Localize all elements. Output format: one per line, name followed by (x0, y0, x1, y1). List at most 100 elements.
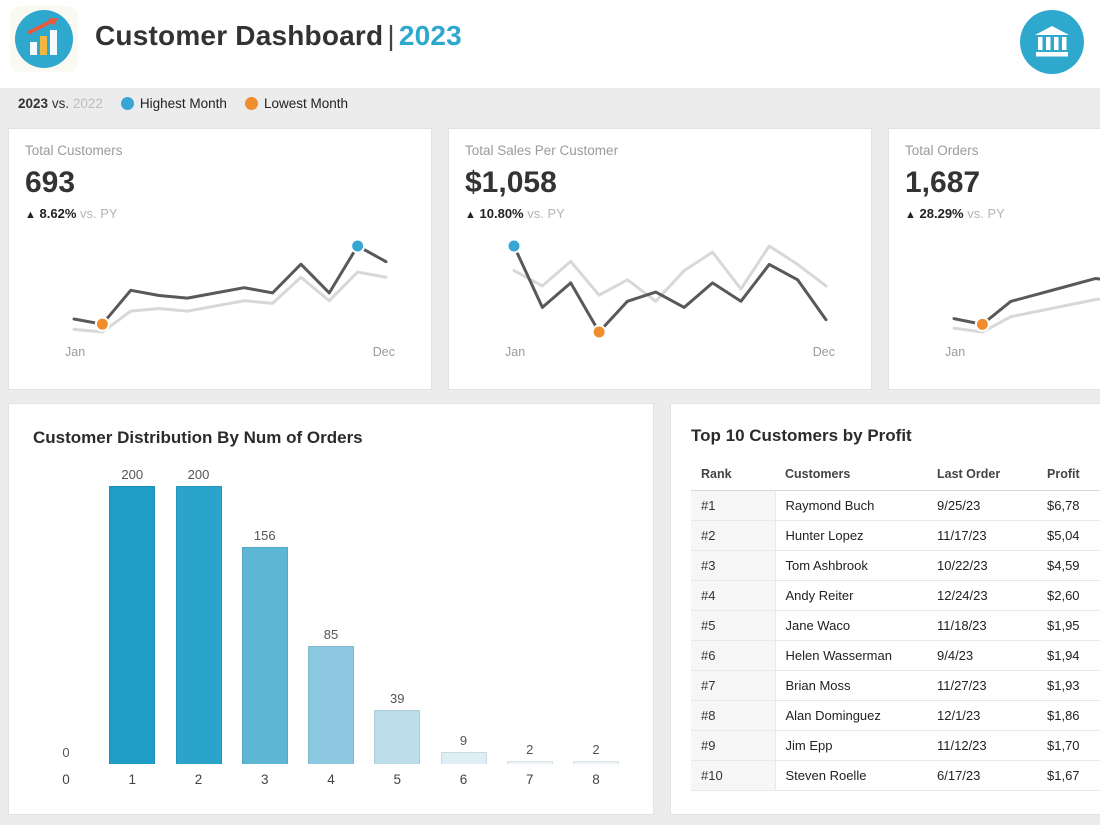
table-column-header[interactable]: Customers (775, 458, 927, 491)
table-cell-rank[interactable]: #3 (691, 550, 776, 581)
table-row[interactable]: #5 Jane Waco 11/18/23 $1,95 (691, 610, 1100, 641)
title-main: Customer Dashboard (95, 20, 384, 51)
bar[interactable] (573, 761, 619, 764)
table-row[interactable]: #2 Hunter Lopez 11/17/23 $5,04 (691, 520, 1100, 551)
table-cell-rank[interactable]: #9 (691, 730, 776, 761)
table-row[interactable]: #8 Alan Dominguez 12/1/23 $1,86 (691, 700, 1100, 731)
total-customers-sparkline[interactable] (65, 237, 395, 341)
table-cell-customer[interactable]: Helen Wasserman (775, 640, 927, 671)
table-cell-last-order[interactable]: 11/27/23 (927, 670, 1037, 701)
top-customers-table: Rank Customers Last Order Profit #1 Raymond … (691, 458, 1100, 791)
bar-x-label: 4 (327, 772, 335, 787)
bar[interactable] (506, 761, 553, 764)
table-cell-rank[interactable]: #10 (691, 760, 776, 791)
table-row[interactable]: #1 Raymond Buch 9/25/23 $6,78 (691, 490, 1100, 521)
bank-icon[interactable] (1020, 10, 1084, 74)
table-cell-profit[interactable]: $1,67 (1037, 760, 1100, 791)
table-cell-last-order[interactable]: 10/22/23 (927, 550, 1037, 581)
table-cell-rank[interactable]: #8 (691, 700, 776, 731)
table-cell-profit[interactable]: $1,94 (1037, 640, 1100, 671)
table-cell-rank[interactable]: #6 (691, 640, 776, 671)
table-cell-customer[interactable]: Raymond Buch (775, 490, 927, 521)
table-title: Top 10 Customers by Profit (691, 426, 912, 445)
table-cell-rank[interactable]: #7 (691, 670, 776, 701)
table-cell-customer[interactable]: Andy Reiter (775, 580, 927, 611)
table-cell-customer[interactable]: Jim Epp (775, 730, 927, 761)
table-row[interactable]: #7 Brian Moss 11/27/23 $1,93 (691, 670, 1100, 701)
table-row[interactable]: #6 Helen Wasserman 9/4/23 $1,94 (691, 640, 1100, 671)
delta-vs-label: vs. PY (967, 206, 1005, 221)
bar-column[interactable]: 39 5 (368, 464, 426, 787)
bar[interactable] (374, 709, 421, 764)
table-cell-profit[interactable]: $1,86 (1037, 700, 1100, 731)
kpi-delta: ▲ 8.62% vs. PY (25, 206, 415, 221)
bar-x-label: 8 (592, 772, 600, 787)
table-cell-last-order[interactable]: 11/17/23 (927, 520, 1037, 551)
legend-bar: 2023 vs. 2022 Highest Month Lowest Month (18, 92, 348, 114)
table-cell-last-order[interactable]: 12/24/23 (927, 580, 1037, 611)
table-cell-profit[interactable]: $5,04 (1037, 520, 1100, 551)
table-row[interactable]: #3 Tom Ashbrook 10/22/23 $4,59 (691, 550, 1100, 581)
bar-column[interactable]: 85 4 (302, 464, 360, 787)
bar-column[interactable]: 200 2 (170, 464, 228, 787)
table-cell-last-order[interactable]: 9/4/23 (927, 640, 1037, 671)
table-cell-profit[interactable]: $1,70 (1037, 730, 1100, 761)
table-row[interactable]: #10 Steven Roelle 6/17/23 $1,67 (691, 760, 1100, 791)
bar[interactable] (440, 751, 487, 764)
bar-stack: 2 (501, 464, 559, 764)
table-cell-rank[interactable]: #4 (691, 580, 776, 611)
table-cell-customer[interactable]: Alan Dominguez (775, 700, 927, 731)
bar-value-label: 0 (62, 745, 70, 760)
table-cell-customer[interactable]: Jane Waco (775, 610, 927, 641)
bar-x-label: 7 (525, 772, 534, 787)
sales-per-customer-sparkline[interactable] (505, 237, 835, 341)
table-row[interactable]: #9 Jim Epp 11/12/23 $1,70 (691, 730, 1100, 761)
legend-highest-month[interactable]: Highest Month (120, 96, 227, 111)
bar-chart-card: Customer Distribution By Num of Orders 0… (8, 403, 654, 815)
table-cell-profit[interactable]: $6,78 (1037, 490, 1100, 521)
axis-label-start: Jan (505, 345, 526, 359)
table-cell-profit[interactable]: $4,59 (1037, 550, 1100, 581)
table-cell-customer[interactable]: Steven Roelle (775, 760, 927, 791)
bar-chart[interactable]: 0 0 200 1 200 2 156 3 85 4 39 5 9 6 2 7 2 8 (33, 464, 629, 787)
table-cell-last-order[interactable]: 11/12/23 (927, 730, 1037, 761)
table-cell-last-order[interactable]: 11/18/23 (927, 610, 1037, 641)
bar[interactable] (241, 547, 288, 764)
table-row[interactable]: #4 Andy Reiter 12/24/23 $2,60 (691, 580, 1100, 611)
kpi-value: $1,058 (465, 166, 557, 199)
table-column-header[interactable]: Rank (691, 458, 775, 491)
app-header: Customer Dashboard | 2023 (0, 0, 1100, 88)
table-cell-customer[interactable]: Brian Moss (775, 670, 927, 701)
table-cell-rank[interactable]: #2 (691, 520, 776, 551)
table-cell-customer[interactable]: Hunter Lopez (775, 520, 927, 551)
table-cell-profit[interactable]: $2,60 (1037, 580, 1100, 611)
bottom-row: Customer Distribution By Num of Orders 0… (8, 403, 1100, 815)
table-cell-last-order[interactable]: 9/25/23 (927, 490, 1037, 521)
bar-value-label: 156 (253, 528, 276, 544)
legend-lowest-month[interactable]: Lowest Month (244, 96, 348, 111)
bar-column[interactable]: 156 3 (236, 464, 294, 787)
table-cell-rank[interactable]: #1 (691, 490, 776, 521)
table-column-header[interactable]: Last Order (927, 458, 1037, 491)
bar-value-label: 200 (121, 467, 144, 482)
total-orders-sparkline[interactable] (945, 237, 1100, 341)
table-column-header[interactable]: Profit (1037, 458, 1100, 491)
table-cell-profit[interactable]: $1,93 (1037, 670, 1100, 701)
table-cell-last-order[interactable]: 12/1/23 (927, 700, 1037, 731)
table-cell-customer[interactable]: Tom Ashbrook (775, 550, 927, 581)
table-cell-last-order[interactable]: 6/17/23 (927, 760, 1037, 791)
bar[interactable] (308, 645, 354, 764)
sparkline-axis: Jan Dec (65, 345, 395, 359)
bar-value-label: 200 (187, 467, 210, 482)
table-cell-rank[interactable]: #5 (691, 610, 776, 641)
bar-column[interactable]: 200 1 (103, 464, 161, 787)
table-cell-profit[interactable]: $1,95 (1037, 610, 1100, 641)
bar[interactable] (175, 486, 222, 764)
bar[interactable] (109, 486, 156, 764)
